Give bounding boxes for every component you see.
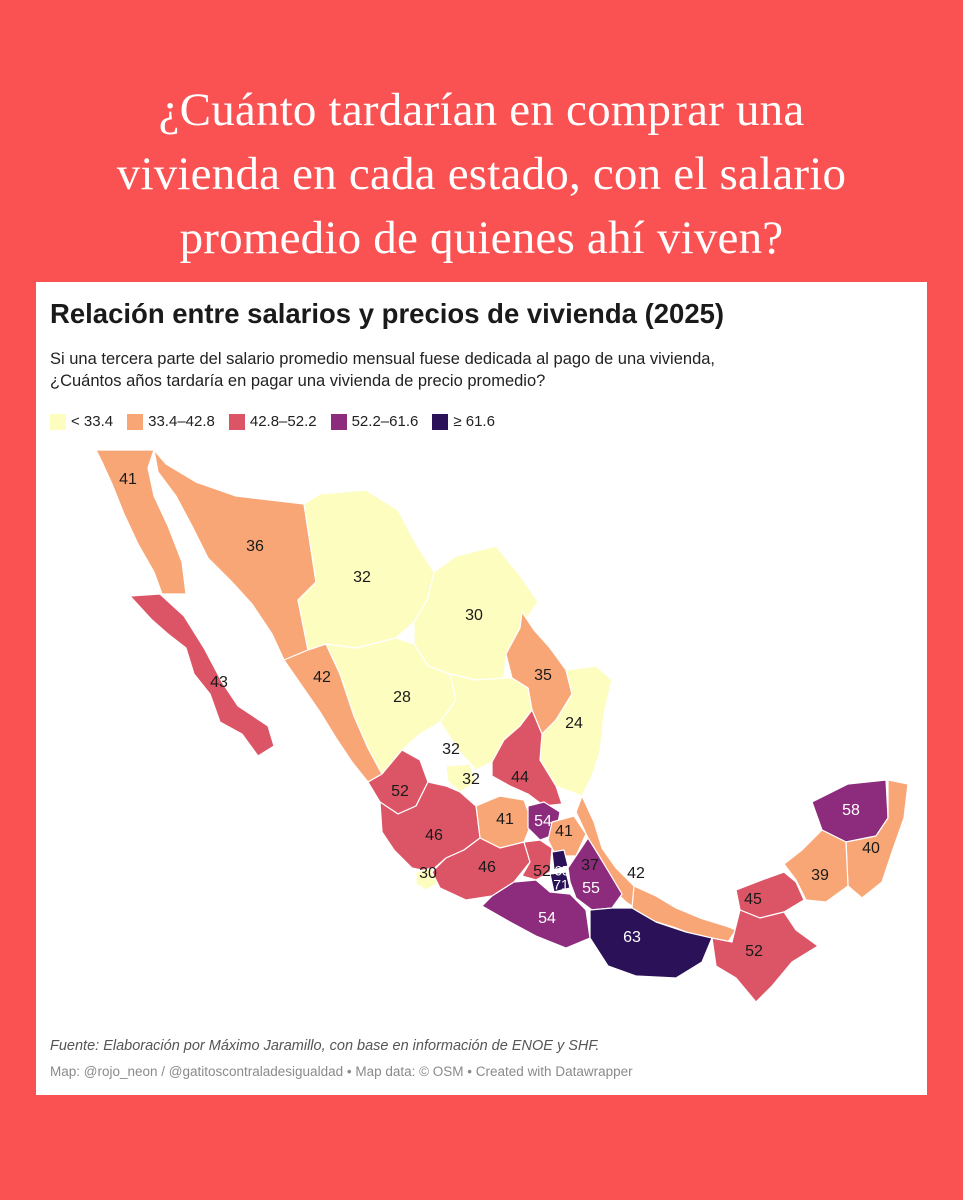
state-region[interactable] — [129, 593, 275, 757]
state-value-label: 52 — [391, 783, 409, 800]
state-region[interactable] — [431, 837, 531, 901]
state-region[interactable] — [95, 449, 187, 595]
state-region[interactable] — [481, 879, 591, 949]
map-card: Relación entre salarios y precios de viv… — [36, 282, 927, 1095]
state-value-label: 32 — [462, 771, 480, 788]
state-value-label: 54 — [538, 910, 556, 927]
chart-title: Relación entre salarios y precios de viv… — [50, 298, 725, 329]
chart-subtitle-line-1: Si una tercera parte del salario promedi… — [50, 350, 716, 368]
legend-swatch — [228, 413, 245, 430]
state-value-label: 40 — [862, 840, 880, 857]
headline-line-3: promedio de quienes ahí viven? — [179, 212, 784, 264]
state-value-label: 65 — [554, 863, 570, 879]
state-region[interactable] — [521, 839, 553, 881]
legend-label: < 33.4 — [71, 413, 114, 430]
legend-label: 52.2–61.6 — [351, 413, 419, 430]
state-value-label: 44 — [511, 769, 529, 786]
state-value-label: 63 — [623, 929, 641, 946]
state-value-label: 35 — [534, 667, 552, 684]
state-value-label: 24 — [565, 715, 583, 732]
legend-swatch — [432, 413, 449, 430]
state-value-label: 32 — [442, 741, 460, 758]
state-value-label: 41 — [496, 811, 514, 828]
legend-swatch — [127, 413, 144, 430]
state-region[interactable] — [549, 871, 571, 893]
chart-subtitle: Si una tercera parte del salario promedi… — [50, 348, 910, 392]
legend-item: 52.2–61.6 — [330, 413, 419, 430]
legend-label: 33.4–42.8 — [148, 413, 215, 430]
state-value-label: 41 — [119, 471, 137, 488]
value-labels: 41 36 32 30 43 42 35 28 24 32 32 44 52 4… — [119, 471, 880, 960]
legend-swatch — [330, 413, 347, 430]
state-value-label: 39 — [811, 867, 829, 884]
state-value-label: 30 — [419, 865, 437, 882]
legend-item: ≥ 61.6 — [432, 413, 495, 430]
source-note: Fuente: Elaboración por Máximo Jaramillo… — [50, 1038, 600, 1054]
state-value-label: 46 — [478, 859, 496, 876]
state-value-label: 42 — [313, 669, 331, 686]
state-value-label: 54 — [534, 813, 552, 830]
state-value-label: 37 — [581, 857, 599, 874]
legend-label: 42.8–52.2 — [249, 413, 317, 430]
state-value-label: 30 — [465, 607, 483, 624]
credits-note: Map: @rojo_neon / @gatitoscontraladesigu… — [50, 1064, 633, 1079]
state-value-label: 28 — [393, 689, 411, 706]
state-region[interactable] — [711, 909, 819, 1003]
state-value-label: 46 — [425, 827, 443, 844]
state-value-label: 32 — [353, 569, 371, 586]
headline-line-1: ¿Cuánto tardarían en comprar una — [158, 84, 805, 136]
state-value-label: 52 — [745, 943, 763, 960]
headline: ¿Cuánto tardarían en comprar una viviend… — [20, 78, 943, 270]
state-value-label: 71 — [553, 877, 569, 893]
state-region[interactable] — [783, 829, 849, 903]
state-value-label: 58 — [842, 802, 860, 819]
state-region[interactable] — [551, 849, 569, 871]
state-region[interactable] — [445, 763, 477, 793]
legend-item: < 33.4 — [50, 413, 113, 430]
state-region[interactable] — [589, 907, 713, 979]
state-region[interactable] — [491, 709, 563, 807]
state-region[interactable] — [845, 779, 909, 899]
legend-item: 33.4–42.8 — [127, 413, 215, 430]
state-value-label: 42 — [627, 865, 645, 882]
legend-item: 42.8–52.2 — [228, 413, 317, 430]
state-value-label: 55 — [582, 880, 600, 897]
state-value-label: 43 — [210, 674, 228, 691]
mexico-map: 41 36 32 30 43 42 35 28 24 32 32 44 52 4… — [95, 449, 909, 1003]
state-value-label: 45 — [744, 891, 762, 908]
legend-label: ≥ 61.6 — [453, 413, 495, 430]
state-value-label: 41 — [555, 823, 573, 840]
legend-swatch — [50, 413, 66, 430]
chart-subtitle-line-2: ¿Cuántos años tardaría en pagar una vivi… — [50, 372, 546, 390]
state-value-label: 36 — [246, 538, 264, 555]
legend: < 33.4 33.4–42.8 42.8–52.2 52.2–61.6 ≥ 6… — [50, 413, 509, 430]
state-value-label: 52 — [533, 863, 551, 880]
headline-line-2: vivienda en cada estado, con el salario — [116, 148, 847, 200]
